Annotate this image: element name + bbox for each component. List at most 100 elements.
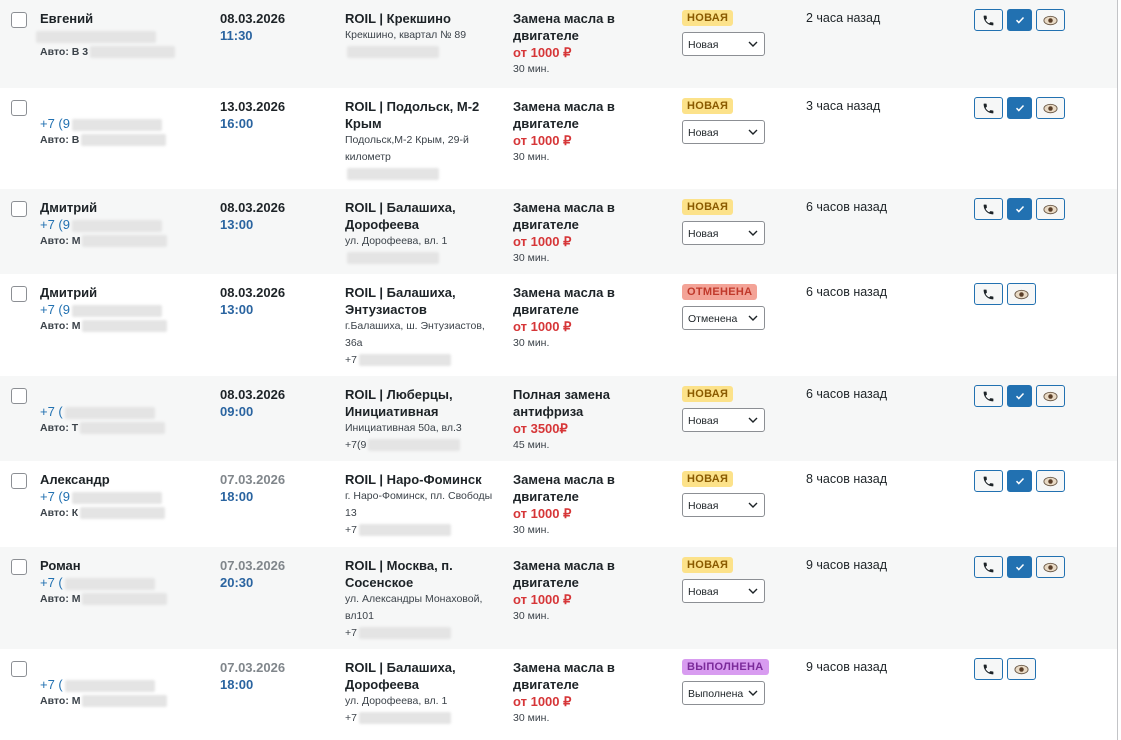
actions [974, 385, 1065, 407]
confirm-button[interactable] [1007, 470, 1032, 492]
order-row: Евгений Авто: В 3 08.03.2026 11:30 ROIL | Кр… [0, 0, 1117, 88]
view-button[interactable] [1007, 658, 1036, 680]
car-text: Авто: К [40, 507, 79, 519]
location-phone [345, 44, 495, 61]
chevron [748, 230, 758, 236]
location-address: ул. Александры Монаховой, вл101 [345, 593, 483, 622]
actions [974, 470, 1065, 492]
call-button[interactable] [974, 470, 1003, 492]
view-button[interactable] [1036, 9, 1065, 31]
status-select[interactable]: Новая [682, 408, 765, 432]
status-option: Новая [688, 228, 719, 240]
service: Замена масла в двигателе от 1000 ₽ 30 мин. [513, 284, 633, 352]
checkbox[interactable] [11, 286, 27, 302]
checkbox[interactable] [11, 100, 27, 116]
confirm-button[interactable] [1007, 97, 1032, 119]
order-row: +7 (Авто: М 07.03.2026 18:00 ROIL | Балаших… [0, 649, 1117, 735]
status-badge: НОВАЯ [682, 557, 734, 573]
confirm-button[interactable] [1007, 198, 1032, 220]
service-name: Замена масла в двигателе [513, 558, 615, 590]
phone-text: +7 ( [40, 404, 63, 419]
order-row: Роман +7 (Авто: М 07.03.2026 20:30 ROIL | Мо… [0, 547, 1117, 649]
chevron [748, 129, 758, 135]
service-price: от 1000 ₽ [513, 506, 572, 521]
chevron [748, 502, 758, 508]
client: Роман +7 (Авто: М [40, 557, 168, 608]
call-button[interactable] [974, 9, 1003, 31]
service-duration: 30 мин. [513, 337, 550, 349]
redacted [72, 219, 162, 232]
status: НОВАЯ Новая [682, 8, 765, 56]
time-ago: 6 часов назад [806, 284, 887, 301]
client-car: Авто: В [40, 132, 167, 149]
client-car: Авто: В 3 [40, 44, 176, 61]
call-button[interactable] [974, 556, 1003, 578]
service-name: Замена масла в двигателе [513, 200, 615, 232]
checkbox[interactable] [11, 661, 27, 677]
view-button[interactable] [1036, 556, 1065, 578]
redacted [347, 252, 439, 265]
client: Александр +7 (9 Авто: К [40, 471, 166, 522]
location-address: г.Балашиха, ш. Энтузиастов, 36а [345, 320, 485, 349]
view-button[interactable] [1007, 283, 1036, 305]
checkbox[interactable] [11, 388, 27, 404]
view-button[interactable] [1036, 385, 1065, 407]
service-name: Полная замена антифриза [513, 387, 610, 419]
call-button[interactable] [974, 283, 1003, 305]
service: Полная замена антифриза от 3500₽ 45 мин. [513, 386, 633, 454]
location: ROIL | Балашиха, Дорофеева ул. Дорофеева,… [345, 199, 495, 267]
checkbox[interactable] [11, 12, 27, 28]
location-name: ROIL | Наро-Фоминск [345, 472, 482, 487]
location: ROIL | Подольск, М-2 Крым Подольск,М-2 Кр… [345, 98, 495, 183]
time-ago: 8 часов назад [806, 471, 887, 488]
service-name: Замена масла в двигателе [513, 99, 615, 131]
redacted [347, 168, 439, 181]
actions [974, 283, 1036, 305]
service-price: от 1000 ₽ [513, 592, 572, 607]
status-select[interactable]: Новая [682, 32, 765, 56]
time: 18:00 [220, 489, 254, 504]
time: 09:00 [220, 404, 254, 419]
redacted [64, 406, 155, 419]
status: НОВАЯ Новая [682, 469, 765, 517]
status-select[interactable]: Новая [682, 221, 765, 245]
client-name: Евгений [40, 11, 94, 26]
location-phone: +7(9 [345, 437, 495, 454]
client-name: Роман [40, 558, 81, 573]
location: ROIL | Москва, п. Сосенское ул. Александр… [345, 557, 495, 642]
car-text: Авто: В [40, 134, 80, 146]
status-select[interactable]: Новая [682, 579, 765, 603]
checkbox[interactable] [11, 201, 27, 217]
view-button[interactable] [1036, 198, 1065, 220]
actions [974, 9, 1065, 31]
redacted [358, 524, 451, 537]
car-text: Авто: М [40, 320, 81, 332]
call-button[interactable] [974, 658, 1003, 680]
chevron [748, 315, 758, 321]
time-ago: 6 часов назад [806, 386, 887, 403]
call-button[interactable] [974, 198, 1003, 220]
confirm-button[interactable] [1007, 385, 1032, 407]
status-select[interactable]: Отменена [682, 306, 765, 330]
status-select[interactable]: Новая [682, 120, 765, 144]
redacted [82, 695, 168, 708]
checkbox[interactable] [11, 473, 27, 489]
confirm-button[interactable] [1007, 556, 1032, 578]
status-select[interactable]: Выполнена [682, 681, 765, 705]
phone-text: +7 [345, 627, 357, 639]
client-car: Авто: Т [40, 420, 166, 437]
client-car: Авто: М [40, 233, 168, 250]
view-button[interactable] [1036, 470, 1065, 492]
view-button[interactable] [1036, 97, 1065, 119]
call-button[interactable] [974, 97, 1003, 119]
status: НОВАЯ Новая [682, 197, 765, 245]
checkbox[interactable] [11, 559, 27, 575]
car-text: Авто: М [40, 695, 81, 707]
confirm-button[interactable] [1007, 9, 1032, 31]
chevron [748, 41, 758, 47]
call-button[interactable] [974, 385, 1003, 407]
service-price: от 3500₽ [513, 421, 568, 436]
date-time: 07.03.2026 18:00 [220, 471, 285, 505]
status-select[interactable]: Новая [682, 493, 765, 517]
order-row: Александр +7 (9 Авто: К 07.03.2026 18:00 ROIL… [0, 461, 1117, 547]
